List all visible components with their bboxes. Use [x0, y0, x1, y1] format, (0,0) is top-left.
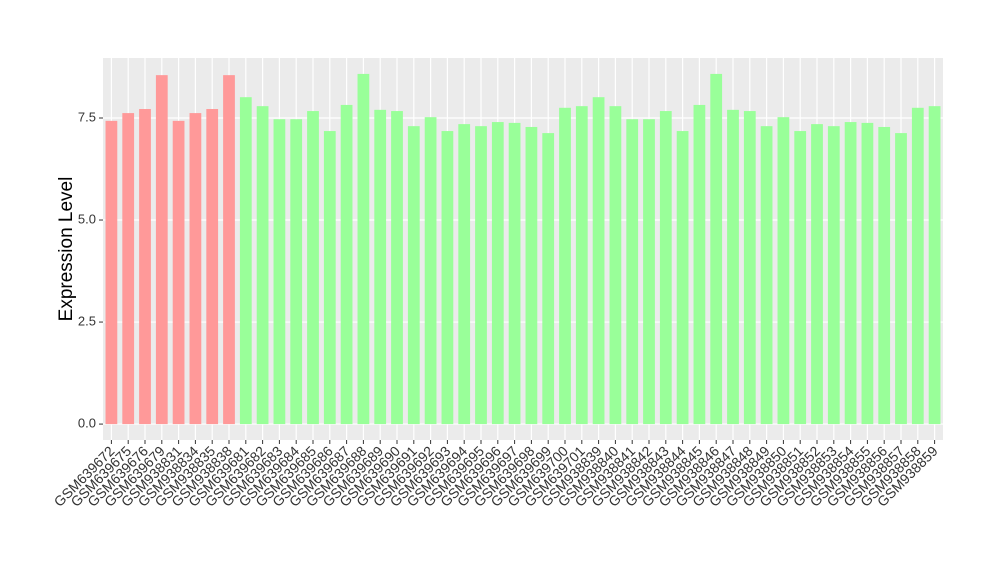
bar — [659, 111, 672, 425]
bar — [374, 109, 387, 425]
bar — [760, 126, 773, 425]
bar — [357, 73, 370, 425]
bar — [458, 124, 471, 425]
bar — [223, 75, 235, 425]
bar — [239, 97, 252, 425]
bar — [189, 113, 202, 425]
bar — [206, 109, 219, 425]
bar — [441, 131, 454, 425]
bar — [895, 133, 907, 425]
bar — [491, 122, 504, 425]
y-tick-label: 0.0 — [78, 416, 96, 431]
bar — [609, 106, 622, 425]
bar — [861, 122, 874, 425]
bar — [525, 126, 538, 425]
bar — [256, 106, 269, 425]
bar — [643, 119, 655, 425]
bar — [794, 131, 807, 425]
bar — [811, 124, 823, 425]
bar — [475, 126, 487, 425]
bar — [122, 113, 135, 425]
bar — [307, 111, 319, 425]
bar — [139, 109, 151, 425]
bar — [676, 131, 689, 425]
bar — [508, 122, 521, 425]
bar — [878, 126, 891, 425]
y-axis-title: Expression Level — [56, 177, 77, 322]
bar — [323, 131, 336, 425]
y-tick-label: 2.5 — [78, 313, 96, 328]
bar — [928, 106, 941, 425]
bar — [710, 73, 723, 425]
bar — [407, 126, 420, 425]
bar — [827, 126, 840, 425]
bar — [911, 107, 924, 425]
bar — [155, 75, 168, 425]
bar — [424, 117, 437, 425]
bar — [592, 97, 605, 425]
bar — [575, 106, 588, 425]
bar — [693, 104, 706, 425]
bar — [273, 119, 286, 425]
bar — [626, 119, 639, 425]
bar — [391, 111, 403, 425]
bar — [777, 117, 790, 425]
bar — [727, 109, 739, 425]
bar — [340, 104, 353, 425]
y-tick-label: 5.0 — [78, 211, 96, 226]
bar — [105, 120, 118, 425]
bar — [844, 122, 857, 425]
bar — [559, 107, 571, 425]
bar — [172, 120, 185, 425]
y-tick-label: 7.5 — [78, 109, 96, 124]
bar — [542, 133, 555, 425]
bar — [743, 111, 756, 425]
bar — [290, 119, 303, 425]
